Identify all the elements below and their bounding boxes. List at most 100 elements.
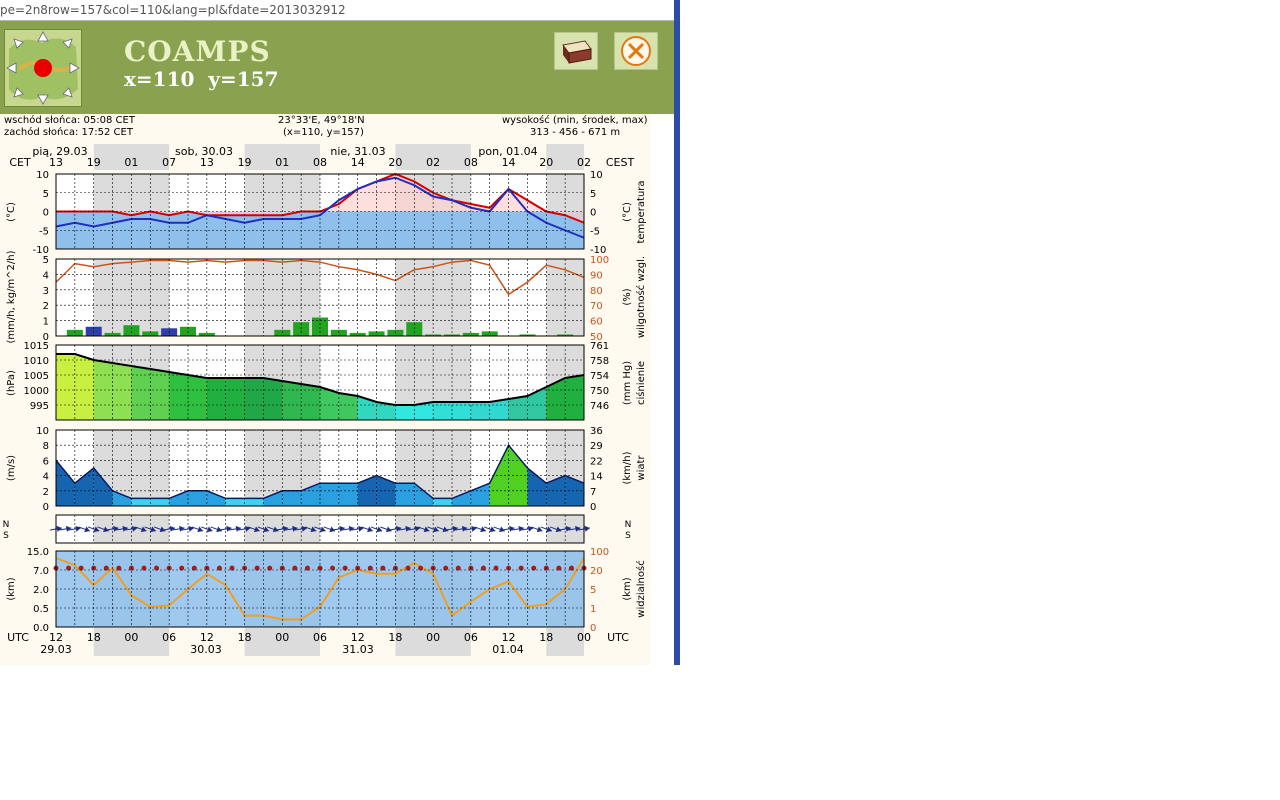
visibility-left-tick: 0.0: [33, 623, 49, 634]
cest-label: CEST: [606, 156, 635, 169]
address-bar[interactable]: pe=2n8row=157&col=110&lang=pl&fdate=2013…: [0, 0, 674, 21]
meteogram-panel: wschód słońca: 05:08 CET zachód słońca: …: [0, 114, 651, 665]
night-band-footer: [93, 628, 170, 656]
legend-button[interactable]: [554, 32, 598, 70]
temp-panel-frame: [55, 173, 585, 250]
precip-bar: [368, 331, 385, 336]
wind-area-segment: [56, 460, 75, 506]
pressure-right-tick: 750: [590, 386, 609, 397]
precip-right-tick: 60: [590, 317, 603, 328]
temp-right-label: temperatura: [636, 180, 647, 243]
cloud-base-dot: [66, 565, 72, 571]
map-navigation-icon[interactable]: [4, 29, 82, 107]
temp-left-tick: -10: [33, 245, 49, 256]
hour-label-top: 02: [577, 156, 591, 169]
wind-arrow-head: [150, 526, 156, 533]
wind-area-segment: [169, 490, 188, 506]
wind-area-segment: [452, 490, 471, 506]
hour-label-bottom: 12: [200, 631, 214, 644]
wind-arrow-head: [93, 526, 100, 533]
wind-arrow: [191, 526, 204, 533]
pressure-area-segment: [376, 402, 396, 420]
hour-label-bottom: 12: [502, 631, 516, 644]
hour-label-bottom: 18: [87, 631, 101, 644]
wind-arrow: [455, 525, 468, 532]
temp-left-tick: 0: [43, 208, 49, 219]
visibility-left-tick: 15.0: [27, 547, 49, 558]
temp-right-tick: 5: [590, 189, 596, 200]
wind-arrow-head: [358, 525, 364, 532]
wind-arrow-head: [310, 526, 317, 533]
model-title: COAMPS: [124, 35, 271, 68]
precip-left-tick: 4: [43, 270, 49, 281]
precip-right-tick: 90: [590, 270, 603, 281]
cloud-base-dot: [141, 565, 147, 571]
wind-arrow-head: [235, 525, 242, 532]
wind-right-unit: (km/h): [622, 451, 633, 484]
cloud-base-dot: [292, 565, 298, 571]
pressure-right-tick: 758: [590, 356, 609, 367]
hour-label-top: 13: [49, 156, 63, 169]
wind-arrow: [568, 525, 581, 532]
pressure-right-label: ciśnienie: [635, 361, 647, 405]
wind-arrow-head: [461, 525, 468, 532]
pressure-area-segment: [508, 396, 528, 420]
wind-area-segment: [244, 498, 264, 506]
wind-arrow-head: [75, 525, 81, 532]
compass-s-right: S: [625, 531, 631, 541]
wind-arrow-head: [348, 525, 355, 532]
wind-area-segment: [206, 490, 226, 506]
cloud-base-dot: [116, 565, 122, 571]
wind-right-label: wiatr: [636, 455, 647, 481]
wind-arrow-head: [433, 526, 439, 533]
elevation-label: wysokość (min, środek, max): [502, 115, 648, 126]
wind-arrow-head: [575, 525, 581, 532]
hour-label-top: 13: [200, 156, 214, 169]
wind-arrow: [135, 526, 147, 533]
wind-arrow: [398, 525, 411, 532]
precip-left-tick: 3: [43, 286, 49, 297]
window-border: [674, 0, 680, 665]
hour-label-bottom: 00: [275, 631, 289, 644]
temp-right-tick: -10: [590, 245, 606, 256]
cloud-base-dot: [455, 565, 461, 571]
wind-arrow-head: [179, 525, 185, 532]
cloud-base-dot: [480, 565, 486, 571]
wind-area-segment: [225, 498, 245, 506]
pressure-left-label: (hPa): [6, 370, 17, 396]
close-icon: [621, 36, 651, 66]
cloud-base-dot: [405, 565, 411, 571]
cloud-base-dot: [216, 565, 222, 571]
pressure-panel-frame: [55, 344, 585, 421]
pressure-left-tick: 1015: [24, 341, 49, 352]
pressure-area-segment: [74, 354, 94, 420]
hour-label-bottom: 00: [426, 631, 440, 644]
close-button[interactable]: [614, 32, 658, 70]
precip-right-tick: 80: [590, 286, 603, 297]
wind-panel-frame: [55, 429, 585, 507]
wind-arrow-head: [301, 525, 308, 532]
wind-right-tick: 14: [590, 472, 603, 483]
cloud-base-dot: [380, 565, 386, 571]
precip-left-tick: 0: [43, 332, 49, 343]
wind-left-label: (m/s): [6, 455, 17, 481]
night-band-footer: [546, 628, 584, 656]
night-band-footer: [395, 628, 471, 656]
wind-area-segment: [74, 468, 94, 506]
pressure-left-tick: 995: [30, 401, 49, 412]
cloud-base-dot: [443, 565, 449, 571]
cloud-base-dot: [418, 565, 424, 571]
pressure-right-tick: 746: [590, 401, 609, 412]
hour-label-top: 02: [426, 156, 440, 169]
pressure-right-tick: 761: [590, 341, 609, 352]
cloud-base-dot: [103, 565, 109, 571]
cloud-base-dot: [518, 565, 524, 571]
wind-arrow-head: [282, 525, 289, 532]
cloud-base-dot: [342, 565, 348, 571]
hour-label-bottom: 06: [313, 631, 327, 644]
book-icon: [562, 40, 592, 64]
wind-arrow: [531, 526, 543, 533]
visibility-left-label: (km): [6, 577, 17, 600]
pressure-area-segment: [527, 387, 547, 420]
wind-arrow-head: [423, 526, 430, 533]
